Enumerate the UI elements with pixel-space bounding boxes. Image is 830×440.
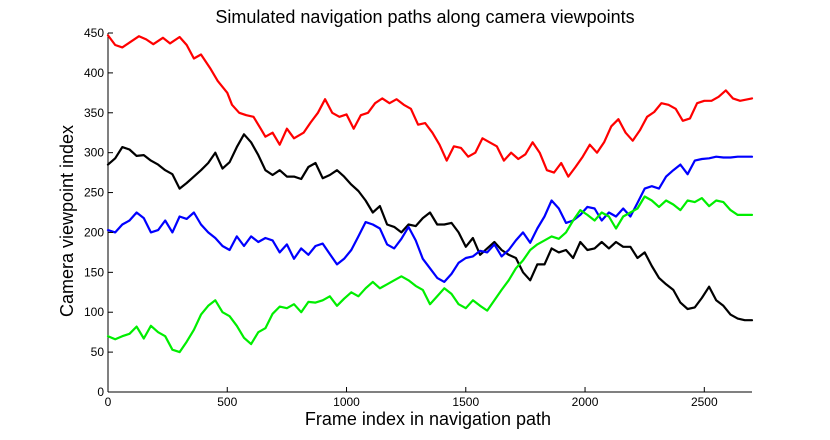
series-line-1 (106, 34, 754, 178)
x-tick-label: 2500 (691, 395, 718, 409)
y-tick-label: 0 (97, 385, 104, 399)
series-line-4 (106, 195, 754, 354)
y-tick-label: 400 (84, 66, 104, 80)
y-tick-label: 350 (84, 106, 104, 120)
y-tick-label: 250 (84, 186, 104, 200)
x-tick-label: 2000 (572, 395, 599, 409)
y-axis-title: Camera viewpoint index (57, 125, 77, 317)
plot-area (107, 33, 752, 393)
y-axis: 0 50 100 150 200 250 300 350 400 450 (84, 26, 113, 399)
y-tick-label: 150 (84, 265, 104, 279)
x-tick-label: 1000 (333, 395, 360, 409)
x-axis-title: Frame index in navigation path (305, 409, 551, 429)
x-tick-label: 0 (105, 395, 112, 409)
x-axis: 0 500 1000 1500 2000 2500 (105, 387, 718, 409)
x-tick-label: 1500 (452, 395, 479, 409)
series-line-2 (106, 133, 754, 322)
y-tick-label: 450 (84, 26, 104, 40)
x-tick-label: 500 (217, 395, 237, 409)
chart-title: Simulated navigation paths along camera … (215, 7, 634, 27)
y-tick-label: 50 (91, 345, 105, 359)
y-tick-label: 100 (84, 305, 104, 319)
y-tick-label: 300 (84, 146, 104, 160)
series-layer (106, 34, 754, 354)
series-line-3 (106, 155, 754, 283)
y-tick-label: 200 (84, 225, 104, 239)
